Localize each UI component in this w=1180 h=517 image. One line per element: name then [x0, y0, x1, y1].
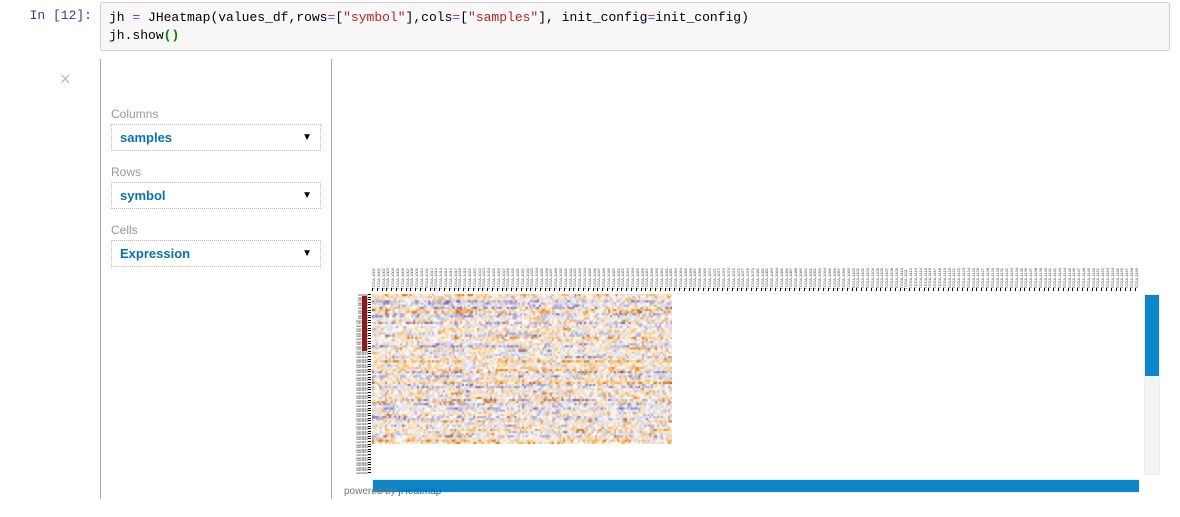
heatmap-canvas[interactable] — [372, 294, 672, 444]
cells-label: Cells — [111, 223, 321, 237]
column-tick-markers — [372, 288, 1140, 293]
chevron-down-icon: ▼ — [302, 248, 312, 259]
vertical-scrollbar-thumb[interactable] — [1145, 295, 1159, 376]
columns-config: Columns samples ▼ — [111, 107, 321, 151]
cells-config: Cells Expression ▼ — [111, 223, 321, 267]
row-annotation-strip — [362, 296, 367, 351]
chevron-down-icon: ▼ — [302, 190, 312, 201]
column-headers[interactable]: TCGA-1000TCGA-1001TCGA-1002TCGA-1003TCGA… — [372, 229, 1140, 289]
output-area: × Columns samples ▼ Rows symbol ▼ Cells — [100, 59, 1170, 499]
horizontal-scrollbar[interactable] — [372, 479, 1140, 493]
code-input[interactable]: jh = JHeatmap(values_df,rows=["symbol"],… — [100, 2, 1170, 51]
columns-label: Columns — [111, 107, 321, 121]
config-panel: Columns samples ▼ Rows symbol ▼ Cells Ex… — [101, 59, 331, 499]
row-tick-markers — [368, 294, 371, 475]
cells-value: Expression — [120, 246, 190, 261]
horizontal-scrollbar-thumb[interactable] — [373, 480, 1139, 492]
code-line-1: jh = JHeatmap(values_df,rows=["symbol"],… — [109, 9, 1161, 27]
vertical-scrollbar[interactable] — [1144, 294, 1160, 475]
heatmap-viewport: TCGA-1000TCGA-1001TCGA-1002TCGA-1003TCGA… — [331, 59, 1170, 499]
rows-config: Rows symbol ▼ — [111, 165, 321, 209]
notebook-cell: In [12]: jh = JHeatmap(values_df,rows=["… — [0, 0, 1180, 51]
powered-link[interactable]: jHeatmap — [398, 486, 441, 497]
chevron-down-icon: ▼ — [302, 132, 312, 143]
input-prompt: In [12]: — [0, 2, 100, 23]
jheatmap-widget: Columns samples ▼ Rows symbol ▼ Cells Ex… — [100, 59, 1170, 499]
rows-label: Rows — [111, 165, 321, 179]
close-icon[interactable]: × — [60, 69, 71, 90]
code-line-2: jh.show() — [109, 27, 1161, 45]
columns-select[interactable]: samples ▼ — [111, 124, 321, 151]
powered-by: powered by jHeatmap — [344, 486, 441, 497]
rows-select[interactable]: symbol ▼ — [111, 182, 321, 209]
cells-select[interactable]: Expression ▼ — [111, 240, 321, 267]
rows-value: symbol — [120, 188, 166, 203]
powered-prefix: powered by — [344, 486, 398, 497]
columns-value: samples — [120, 130, 172, 145]
